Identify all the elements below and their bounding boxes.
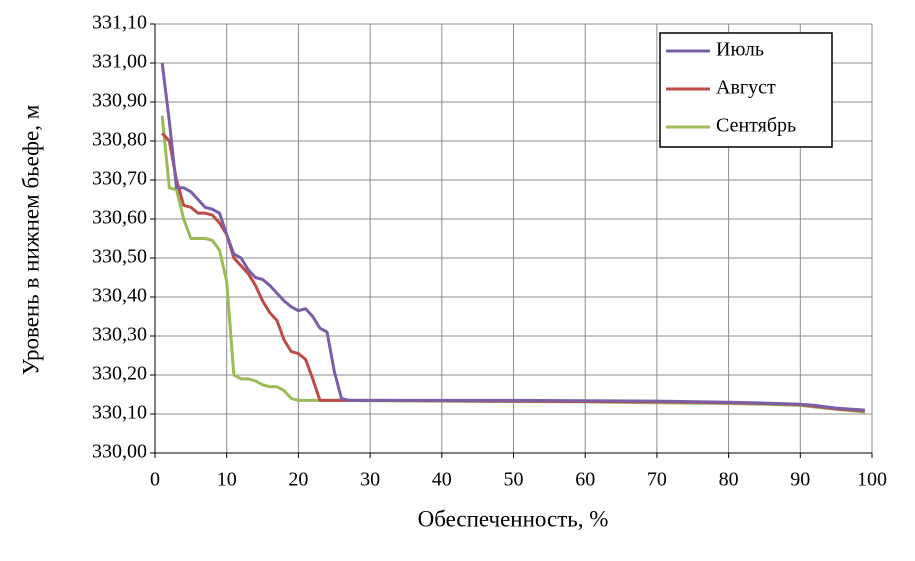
y-tick-label: 330,80 (92, 129, 147, 151)
legend-label: Август (716, 77, 776, 99)
y-axis-title: Уровень в нижнем бьефе, м (18, 104, 43, 375)
y-tick-label: 330,30 (92, 324, 147, 346)
y-tick-label: 330,70 (92, 168, 147, 190)
legend-label: Сентябрь (716, 115, 796, 137)
y-tick-label: 331,10 (92, 12, 147, 34)
y-tick-label: 330,60 (92, 207, 147, 229)
x-tick-label: 20 (288, 469, 308, 491)
x-tick-label: 100 (857, 469, 887, 491)
y-tick-label: 331,00 (92, 51, 147, 73)
series-line (160, 62, 865, 412)
x-tick-label: 40 (432, 469, 452, 491)
y-tick-label: 330,40 (92, 285, 147, 307)
y-tick-label: 330,20 (92, 363, 147, 385)
y-tick-label: 330,50 (92, 246, 147, 268)
x-tick-label: 30 (360, 469, 380, 491)
x-tick-label: 80 (719, 469, 739, 491)
x-tick-label: 70 (647, 469, 667, 491)
x-tick-label: 0 (150, 469, 160, 491)
y-tick-label: 330,90 (92, 90, 147, 112)
x-tick-label: 50 (504, 469, 524, 491)
legend-label: Июль (716, 39, 764, 61)
y-tick-label: 330,10 (92, 402, 147, 424)
x-axis-title: Обеспеченность, % (418, 506, 609, 531)
y-tick-label: 330,00 (92, 441, 147, 463)
x-tick-label: 10 (217, 469, 237, 491)
x-tick-label: 90 (790, 469, 810, 491)
x-tick-label: 60 (575, 469, 595, 491)
